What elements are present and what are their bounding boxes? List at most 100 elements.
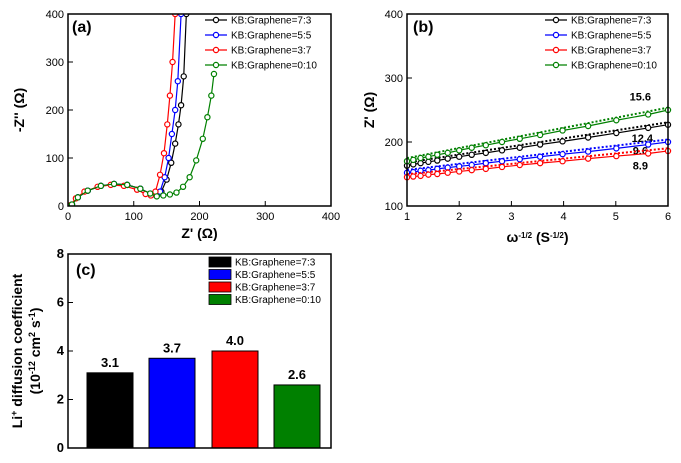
data-point xyxy=(199,135,206,142)
data-point xyxy=(613,117,620,124)
data-point xyxy=(482,141,490,149)
data-point xyxy=(468,166,475,174)
x-tick-label: 0 xyxy=(65,211,71,223)
legend-swatch xyxy=(208,256,232,268)
fit-line xyxy=(406,121,669,164)
data-point xyxy=(171,106,179,114)
legend-marker xyxy=(212,61,220,69)
y-tick-label: 200 xyxy=(385,137,403,149)
bar-value-label: 2.6 xyxy=(288,367,306,382)
data-point xyxy=(536,141,544,148)
panel-label: (a) xyxy=(72,19,92,36)
data-point xyxy=(417,154,424,162)
plot-area xyxy=(68,14,218,206)
x-tick-label: 400 xyxy=(322,211,340,223)
data-point xyxy=(84,187,91,194)
data-point xyxy=(180,73,187,80)
data-point xyxy=(584,122,592,130)
y-tick-label: 300 xyxy=(385,73,403,85)
data-point xyxy=(498,138,506,146)
fit-line xyxy=(406,106,669,160)
legend-marker xyxy=(552,61,560,69)
bar xyxy=(86,372,134,449)
y-tick-label: 2 xyxy=(57,392,64,407)
data-point xyxy=(498,147,506,154)
y-tick-label: 0 xyxy=(58,201,64,213)
legend-label: KB:Graphene=5:5 xyxy=(235,270,316,281)
y-tick-label: 400 xyxy=(385,9,403,21)
data-point xyxy=(468,144,475,151)
x-tick-label: 3 xyxy=(508,211,514,223)
series-line xyxy=(71,73,215,205)
data-point xyxy=(193,157,200,164)
bar xyxy=(148,357,196,449)
data-point xyxy=(425,153,432,160)
data-point xyxy=(164,121,171,128)
bar-value-label: 3.1 xyxy=(101,355,119,370)
y-axis-label: -Z'' (Ω) xyxy=(11,88,27,132)
legend-swatch xyxy=(208,269,232,280)
data-point xyxy=(168,159,175,166)
data-point xyxy=(498,163,506,171)
data-point xyxy=(584,155,592,162)
x-tick-label: 300 xyxy=(256,211,274,223)
data-point xyxy=(613,152,620,160)
data-point xyxy=(516,161,523,169)
data-point xyxy=(584,148,592,155)
legend-marker xyxy=(552,46,560,54)
data-point xyxy=(536,153,544,160)
data-point xyxy=(208,92,215,99)
data-point xyxy=(559,150,566,158)
legend-label: KB:Graphene=3:7 xyxy=(235,283,316,294)
data-point xyxy=(444,155,451,162)
data-point xyxy=(123,181,131,189)
legend-marker xyxy=(212,46,220,54)
data-point xyxy=(110,180,118,188)
data-point xyxy=(160,149,168,157)
data-point xyxy=(174,77,182,85)
x-tick-label: 100 xyxy=(125,211,143,223)
y-axis-label: Z' (Ω) xyxy=(361,92,377,128)
data-point xyxy=(434,151,441,158)
panel-a-impedance-plot: 0 100 200 300 400 0 100 200 300 400 (a) Z' (Ω) -Z'' … xyxy=(11,9,340,241)
plot-frame xyxy=(406,13,669,207)
y-axis-label: Li+ diffusion coefficient xyxy=(9,273,25,428)
data-point xyxy=(425,158,432,166)
data-point xyxy=(456,147,463,154)
data-point xyxy=(516,135,523,142)
y-tick-label: 4 xyxy=(57,343,65,358)
panel-label: (b) xyxy=(413,19,433,36)
y-tick-label: 300 xyxy=(46,57,64,69)
x-axis-label: Z' (Ω) xyxy=(181,225,217,241)
data-point xyxy=(644,111,652,118)
slope-label: 15.6 xyxy=(630,91,651,103)
x-tick-label: 1 xyxy=(404,211,410,223)
data-point xyxy=(444,149,451,157)
x-tick-label: 4 xyxy=(561,211,567,223)
legend-label: KB:Graphene=5:5 xyxy=(231,31,312,42)
data-point xyxy=(186,173,193,181)
data-point xyxy=(156,171,164,178)
legend-label: KB:Graphene=7:3 xyxy=(235,258,316,269)
data-point xyxy=(168,130,176,138)
bar-value-label: 3.7 xyxy=(163,340,181,355)
data-point xyxy=(456,153,463,160)
panel-b-warburg-plot: 12.49.68.915.61 2 3 4 5 6100200300400(b)ω-1/2… xyxy=(361,9,672,245)
x-tick-label: 5 xyxy=(613,211,619,223)
data-point xyxy=(97,182,105,190)
y-tick-label: 100 xyxy=(46,153,64,165)
data-point xyxy=(536,131,544,139)
legend-marker xyxy=(212,16,220,24)
y-tick-label: 400 xyxy=(46,9,64,21)
data-point xyxy=(160,192,167,199)
y-tick-label: 100 xyxy=(385,201,403,213)
data-point xyxy=(613,129,620,137)
data-point xyxy=(559,138,566,145)
bar xyxy=(273,384,321,449)
data-point xyxy=(516,156,523,163)
data-point xyxy=(410,156,417,164)
data-point xyxy=(68,201,76,206)
data-point xyxy=(536,159,544,167)
data-point xyxy=(613,145,620,152)
